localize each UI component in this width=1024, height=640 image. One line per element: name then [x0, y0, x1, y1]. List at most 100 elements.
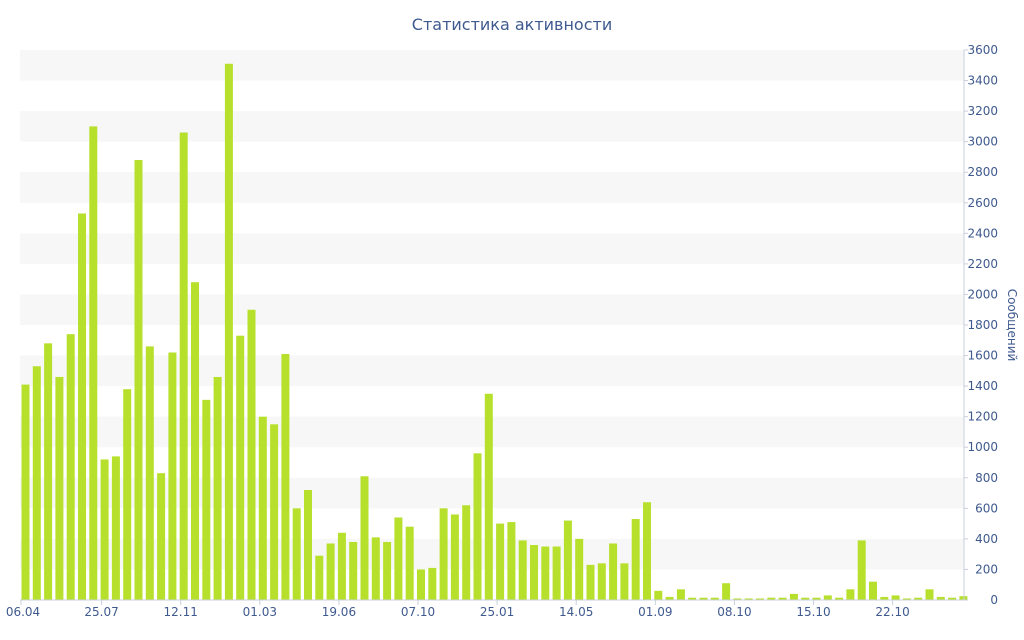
bar[interactable]	[405, 526, 414, 600]
bar[interactable]	[925, 589, 934, 600]
bar[interactable]	[722, 583, 731, 600]
bar[interactable]	[902, 598, 911, 600]
bar[interactable]	[733, 598, 742, 600]
y-tick-label: 800	[975, 471, 998, 485]
y-tick-label: 1800	[967, 318, 998, 332]
bar[interactable]	[123, 389, 132, 600]
bar[interactable]	[767, 597, 776, 600]
bar[interactable]	[258, 416, 267, 600]
bar[interactable]	[134, 160, 143, 600]
y-tick-label: 3200	[967, 104, 998, 118]
bar[interactable]	[21, 384, 30, 600]
bar[interactable]	[247, 309, 256, 600]
bar[interactable]	[575, 538, 584, 600]
bar[interactable]	[157, 473, 166, 600]
bar[interactable]	[891, 595, 900, 600]
bar[interactable]	[213, 376, 222, 600]
y-tick-label: 0	[990, 593, 998, 607]
bar[interactable]	[304, 490, 312, 600]
bar[interactable]	[450, 514, 459, 600]
bar[interactable]	[89, 126, 98, 600]
grid-band	[20, 294, 964, 325]
bar[interactable]	[778, 597, 787, 600]
x-tick-labels: 06.04 25.07 12.11 01.03 19.06 07.10 25.01 14.05…	[6, 600, 910, 619]
bar[interactable]	[518, 540, 527, 600]
bar[interactable]	[688, 597, 697, 600]
bar[interactable]	[428, 567, 437, 600]
grid-band	[20, 263, 964, 295]
bar[interactable]	[417, 569, 425, 600]
bar[interactable]	[168, 352, 177, 601]
bar[interactable]	[710, 597, 719, 600]
bar[interactable]	[857, 540, 866, 600]
bar[interactable]	[281, 354, 290, 600]
bar[interactable]	[337, 532, 346, 600]
bar[interactable]	[586, 564, 595, 600]
y-axis-title: Сообщений	[1005, 289, 1019, 362]
bar[interactable]	[936, 596, 945, 600]
bar[interactable]	[812, 597, 821, 600]
bar[interactable]	[744, 598, 753, 600]
bar[interactable]	[823, 595, 832, 600]
bar[interactable]	[66, 334, 75, 600]
bar[interactable]	[349, 541, 358, 600]
bar[interactable]	[507, 522, 516, 600]
bar[interactable]	[315, 555, 324, 600]
bar[interactable]	[360, 476, 369, 600]
bar[interactable]	[383, 541, 392, 600]
grid-band	[20, 111, 964, 142]
bar[interactable]	[191, 282, 199, 600]
bar[interactable]	[473, 453, 482, 600]
bar[interactable]	[643, 502, 651, 600]
bar[interactable]	[236, 335, 245, 600]
bar[interactable]	[676, 589, 685, 600]
bar[interactable]	[789, 593, 798, 600]
bar[interactable]	[111, 456, 120, 600]
bar[interactable]	[756, 598, 764, 600]
y-tick-label: 3600	[967, 43, 998, 57]
bar[interactable]	[145, 346, 154, 600]
bar[interactable]	[563, 520, 572, 600]
bar[interactable]	[914, 597, 923, 600]
bar[interactable]	[55, 376, 64, 600]
bar[interactable]	[948, 597, 957, 600]
bar[interactable]	[665, 596, 674, 600]
bar[interactable]	[292, 508, 301, 600]
bar[interactable]	[202, 399, 211, 600]
x-tick-label: 06.04	[6, 605, 40, 619]
x-tick-label: 25.01	[480, 605, 514, 619]
bar[interactable]	[326, 543, 335, 600]
bar[interactable]	[32, 366, 41, 600]
bar[interactable]	[654, 590, 663, 600]
y-tick-label: 3000	[967, 135, 998, 149]
bar[interactable]	[439, 508, 448, 600]
bar[interactable]	[869, 581, 877, 600]
bar[interactable]	[835, 597, 844, 600]
grid-band	[20, 141, 964, 173]
bar[interactable]	[462, 505, 471, 600]
bar[interactable]	[699, 597, 708, 600]
bar[interactable]	[609, 543, 618, 600]
bar[interactable]	[620, 563, 629, 600]
y-tick-label: 200	[975, 562, 998, 576]
bar[interactable]	[541, 546, 550, 600]
bar[interactable]	[224, 63, 233, 600]
bar[interactable]	[100, 459, 109, 600]
bar[interactable]	[371, 537, 380, 600]
bar[interactable]	[597, 563, 606, 600]
bar[interactable]	[484, 393, 493, 600]
bar[interactable]	[530, 545, 538, 600]
bar[interactable]	[880, 596, 889, 600]
bar[interactable]	[270, 424, 279, 600]
bar[interactable]	[801, 597, 810, 600]
bar[interactable]	[496, 523, 505, 600]
bar[interactable]	[78, 213, 86, 600]
bar[interactable]	[846, 589, 855, 600]
y-tick-label: 2000	[967, 287, 998, 301]
bar[interactable]	[631, 519, 640, 600]
bar[interactable]	[394, 517, 403, 601]
bar[interactable]	[959, 596, 968, 600]
bar[interactable]	[44, 343, 53, 600]
bar[interactable]	[552, 546, 561, 600]
bar[interactable]	[179, 132, 188, 601]
